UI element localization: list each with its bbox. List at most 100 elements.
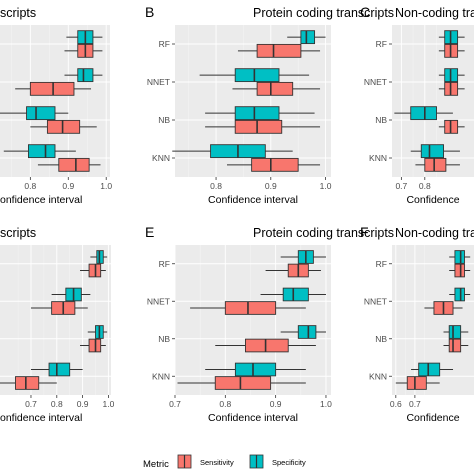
x-axis-title: Confidence interval: [208, 194, 298, 206]
box-sensitivity-nnet: [190, 301, 306, 315]
x-tick-label: 0.9: [270, 399, 282, 409]
box-body: [448, 325, 462, 339]
x-axis-title: onfidence interval: [0, 412, 82, 424]
box-sensitivity-nnet: [15, 81, 92, 96]
legend-label-specificity: Specificity: [272, 458, 306, 467]
box-body: [26, 106, 56, 121]
box-body: [48, 362, 71, 377]
x-tick-label: 1.0: [103, 399, 115, 409]
box-sensitivity-nnet: [232, 81, 321, 96]
box-specificity-nnet: [199, 68, 310, 83]
panel-title: Non-coding tra: [395, 226, 474, 240]
box-specificity-nb: [443, 325, 469, 339]
box-body: [15, 376, 40, 390]
x-tick-label: 1.0: [100, 181, 112, 191]
box-body: [448, 338, 462, 353]
x-tick-label: 0.7: [25, 399, 37, 409]
box-sensitivity-rf: [265, 263, 321, 278]
box-specificity-knn: [205, 362, 306, 377]
box-body: [410, 106, 437, 121]
box-specificity-knn: [411, 362, 454, 377]
box-specificity-nnet: [51, 287, 91, 302]
x-tick-label: 0.7: [169, 399, 181, 409]
box-sensitivity-knn: [227, 157, 321, 172]
panel-title: scripts: [0, 6, 36, 20]
panel-d: 0.7 0.8 0.9 1.0 scripts onfidence interval: [0, 226, 115, 424]
panel-a: 0.8 0.9 1.0 scripts onfidence interval: [0, 6, 112, 206]
panel-e: 0.7 0.8 0.9 1.0 RF NNET NB KNN E Protein coding t…: [145, 224, 394, 424]
box-body: [214, 376, 272, 390]
box-body: [256, 81, 294, 96]
panel-title: Protein coding transcripts: [253, 6, 394, 20]
x-tick-label: 0.7: [409, 399, 421, 409]
x-axis-title: Confidence interval: [208, 412, 298, 424]
y-tick-label: KNN: [369, 153, 387, 163]
box-body: [424, 157, 447, 172]
box-body: [77, 68, 94, 83]
box-specificity-rf: [438, 30, 465, 45]
box-specificity-rf: [66, 30, 103, 45]
box-body: [420, 144, 444, 159]
y-tick-label: NNET: [364, 77, 387, 87]
panels: 0.8 0.9 1.0 scripts onfidence interval 0.8 0.9…: [0, 4, 474, 424]
box-body: [406, 376, 427, 390]
box-sensitivity-nb: [80, 338, 106, 353]
x-tick-label: 0.9: [77, 399, 89, 409]
box-sensitivity-nb: [205, 119, 321, 134]
box-sensitivity-rf: [237, 43, 321, 58]
box-sensitivity-nb: [215, 338, 316, 353]
x-tick-label: 0.8: [419, 181, 431, 191]
box-body: [58, 157, 90, 172]
box-specificity-knn: [410, 144, 460, 159]
box-specificity-nb: [394, 106, 453, 121]
box-specificity-knn: [3, 144, 76, 159]
x-tick-label: 1.0: [320, 181, 332, 191]
panel-letter: E: [145, 224, 154, 240]
x-tick-label: 0.8: [51, 399, 63, 409]
box-body: [234, 119, 283, 134]
y-tick-label: KNN: [152, 371, 170, 381]
x-axis-title: onfidence interval: [0, 194, 82, 206]
box-sensitivity-nnet: [30, 301, 88, 315]
box-sensitivity-rf: [438, 43, 465, 58]
y-tick-label: NNET: [147, 296, 170, 306]
panel-c: 0.7 0.8 RF NNET NB KNN C Non-coding tra Confiden…: [360, 4, 474, 206]
box-body: [300, 30, 316, 45]
y-tick-label: KNN: [369, 371, 387, 381]
box-specificity-nb: [205, 106, 315, 121]
x-tick-label: 1.0: [320, 399, 332, 409]
y-tick-label: KNN: [152, 153, 170, 163]
box-sensitivity-knn: [395, 376, 440, 390]
y-tick-label: RF: [159, 259, 170, 269]
box-specificity-rf: [280, 250, 326, 264]
box-body: [245, 338, 289, 353]
box-specificity-knn: [172, 144, 293, 159]
panel-letter: C: [360, 4, 370, 20]
box-body: [251, 157, 299, 172]
y-tick-label: RF: [159, 39, 170, 49]
box-sensitivity-nb: [30, 119, 97, 134]
box-body: [46, 119, 81, 134]
x-tick-label: 0.9: [265, 181, 277, 191]
box-specificity-nb: [87, 325, 108, 339]
box-body: [29, 81, 75, 96]
box-body: [27, 144, 56, 159]
box-specificity-nb: [0, 106, 69, 121]
x-tick-label: 0.9: [62, 181, 74, 191]
x-tick-label: 0.8: [210, 181, 222, 191]
box-specificity-knn: [30, 362, 83, 377]
box-specificity-nnet: [64, 68, 103, 83]
x-tick-label: 0.8: [24, 181, 36, 191]
legend: Metric Sensitivity Specificity: [143, 454, 306, 470]
y-tick-label: NB: [375, 334, 387, 344]
x-tick-label: 0.6: [390, 399, 402, 409]
x-axis-title: Confidence: [406, 412, 459, 424]
box-body: [256, 43, 302, 58]
box-sensitivity-nb: [438, 119, 465, 134]
box-sensitivity-rf: [449, 263, 471, 278]
panel-title: Protein coding transcripts: [253, 226, 394, 240]
box-body: [297, 325, 317, 339]
box-specificity-rf: [90, 250, 108, 264]
y-tick-label: NB: [375, 115, 387, 125]
box-body: [224, 301, 277, 315]
